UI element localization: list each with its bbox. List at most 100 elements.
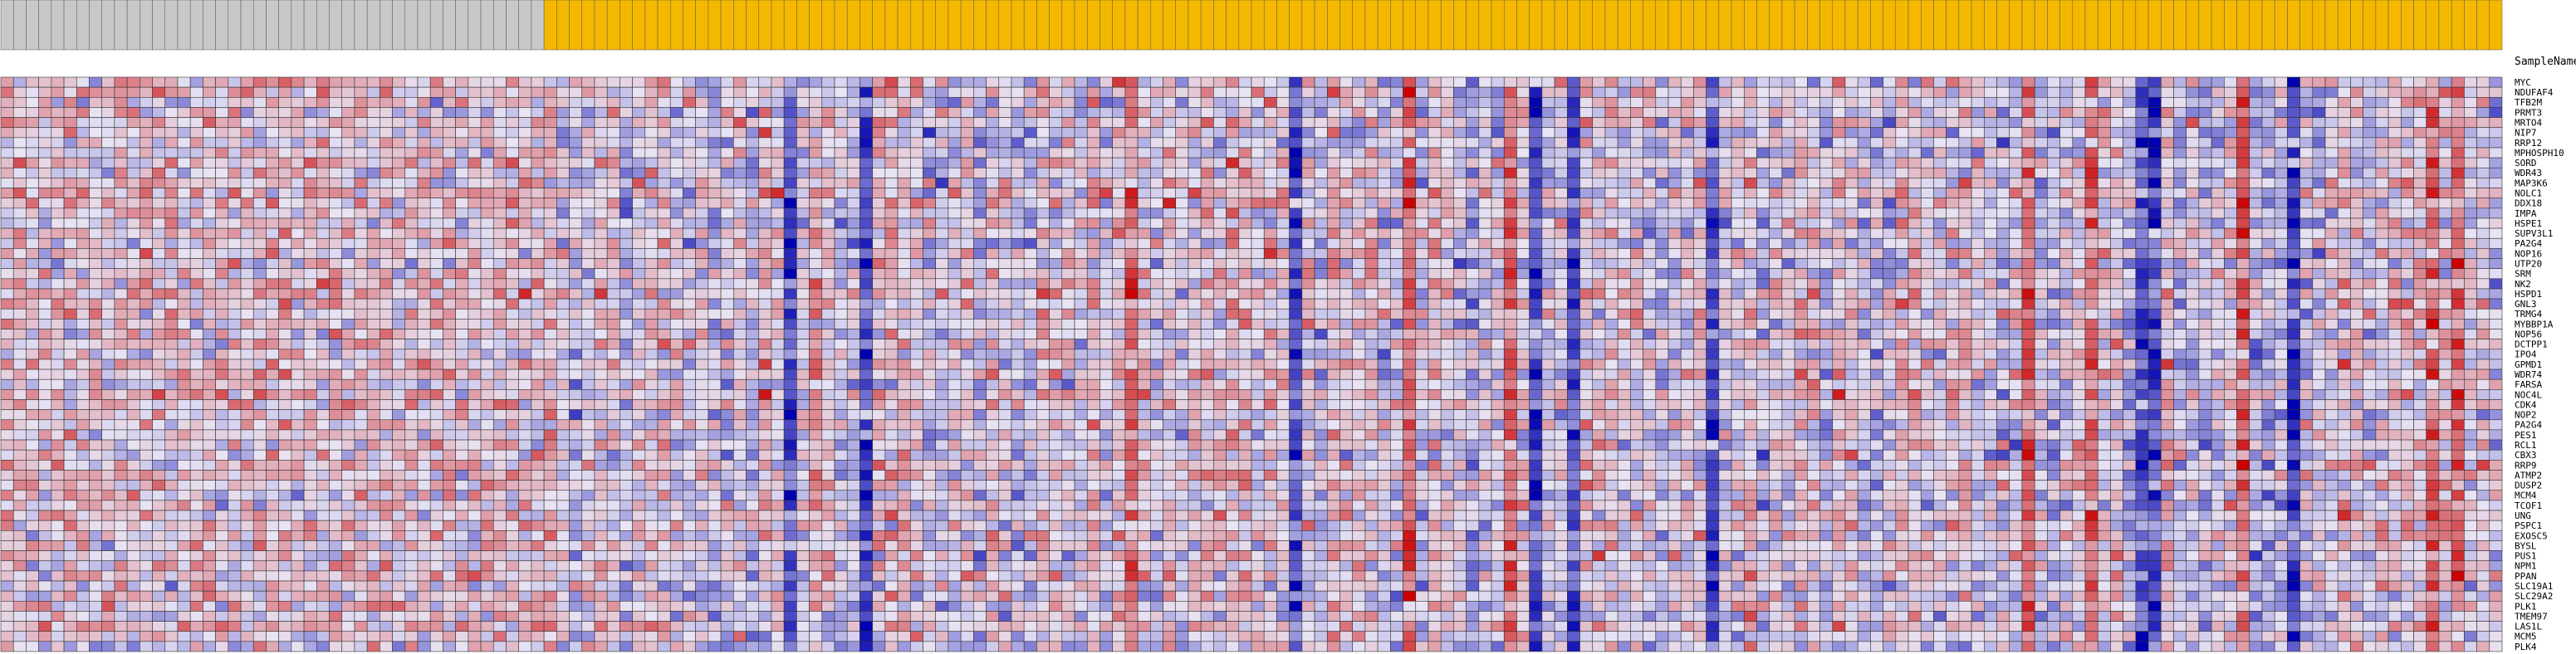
heatmap-cell [1668, 198, 1682, 209]
heatmap-cell [1061, 96, 1075, 108]
heatmap-cell [518, 217, 532, 229]
heatmap-cell [2261, 157, 2275, 168]
heatmap-cell [1036, 288, 1050, 300]
heatmap-cell [986, 308, 1000, 320]
heatmap-cell [341, 227, 355, 239]
heatmap-cell [1718, 278, 1732, 290]
heatmap-cell [1870, 198, 1883, 209]
heatmap-cell [0, 178, 14, 188]
heatmap-cell [1428, 298, 1442, 310]
heatmap-cell [2337, 308, 2351, 320]
heatmap-cell [203, 227, 216, 239]
heatmap-cell [51, 167, 65, 178]
heatmap-cell [1200, 258, 1214, 269]
heatmap-cell [380, 237, 393, 249]
heatmap-cell [1984, 127, 1997, 139]
heatmap-cell [26, 137, 39, 149]
heatmap-cell [2186, 207, 2200, 219]
heatmap-cell [278, 237, 292, 249]
heatmap-cell [215, 178, 229, 188]
heatmap-cell [189, 157, 203, 168]
heatmap-cell [2097, 258, 2111, 269]
heatmap-cell [2363, 248, 2377, 259]
heatmap-cell [443, 248, 456, 259]
heatmap-cell [1188, 258, 1202, 269]
heatmap-cell [1769, 217, 1783, 229]
heatmap-cell [2009, 167, 2023, 178]
heatmap-cell [316, 268, 330, 280]
heatmap-cell [252, 258, 267, 269]
heatmap-cell [960, 117, 974, 129]
heatmap-cell [38, 117, 52, 129]
heatmap-cell [2224, 227, 2237, 239]
heatmap-cell [1301, 96, 1315, 108]
column-header-cell [1213, 0, 1227, 51]
heatmap-cell [1971, 157, 1985, 168]
heatmap-cell [417, 227, 431, 239]
heatmap-cell [429, 268, 443, 280]
heatmap-cell [38, 227, 52, 239]
heatmap-cell [354, 76, 368, 88]
column-header-cell [341, 0, 355, 51]
heatmap-cell [2173, 117, 2187, 129]
heatmap-cell [1693, 188, 1707, 198]
heatmap-cell [1794, 298, 1808, 310]
heatmap-cell [1680, 207, 1694, 219]
heatmap-cell [695, 227, 709, 239]
heatmap-cell [2312, 298, 2326, 310]
heatmap-cell [543, 288, 557, 300]
heatmap-cell [291, 227, 305, 239]
heatmap-cell [2413, 258, 2427, 269]
heatmap-cell [872, 117, 886, 129]
heatmap-cell [1554, 198, 1568, 209]
heatmap-cell [1870, 117, 1883, 129]
heatmap-cell [2249, 288, 2263, 300]
heatmap-cell [341, 288, 355, 300]
heatmap-cell [2198, 268, 2212, 280]
heatmap-cell [303, 217, 317, 229]
heatmap-cell [1604, 117, 1619, 129]
heatmap-cell [1011, 198, 1025, 209]
column-header-cell [1592, 0, 1606, 51]
heatmap-cell [468, 268, 482, 280]
heatmap-cell [1428, 268, 1442, 280]
heatmap-cell [746, 258, 760, 269]
heatmap-cell [1124, 117, 1139, 129]
heatmap-cell [303, 107, 317, 118]
heatmap-cell [846, 227, 860, 239]
heatmap-cell [1769, 147, 1783, 159]
heatmap-cell [1819, 178, 1834, 188]
heatmap-cell [1794, 157, 1808, 168]
heatmap-cell [417, 248, 431, 259]
heatmap-cell [935, 178, 949, 188]
heatmap-cell [2401, 188, 2414, 198]
heatmap-cell [2198, 147, 2212, 159]
heatmap-cell [1276, 258, 1290, 269]
heatmap-cell [1554, 217, 1568, 229]
heatmap-cell [1364, 96, 1379, 108]
heatmap-cell [1137, 207, 1151, 219]
heatmap-cell [569, 167, 583, 178]
heatmap-cell [89, 319, 102, 329]
heatmap-cell [2097, 217, 2111, 229]
heatmap-cell [1466, 107, 1480, 118]
heatmap-cell [1074, 278, 1088, 290]
heatmap-cell [1276, 137, 1290, 149]
heatmap-cell [1339, 237, 1353, 249]
heatmap-cell [1364, 127, 1379, 139]
heatmap-cell [1086, 248, 1100, 259]
heatmap-cell [1415, 198, 1429, 209]
heatmap-cell [581, 268, 595, 280]
heatmap-cell [821, 127, 835, 139]
heatmap-cell [380, 308, 393, 320]
heatmap-cell [1301, 227, 1315, 239]
heatmap-cell [2021, 278, 2035, 290]
heatmap-cell [771, 268, 785, 280]
heatmap-cell [1655, 178, 1669, 188]
heatmap-cell [404, 167, 419, 178]
heatmap-cell [1908, 96, 1922, 108]
heatmap-cell [1226, 248, 1240, 259]
heatmap-cell [1996, 288, 2010, 300]
heatmap-cell [821, 288, 835, 300]
heatmap-cell [203, 96, 216, 108]
